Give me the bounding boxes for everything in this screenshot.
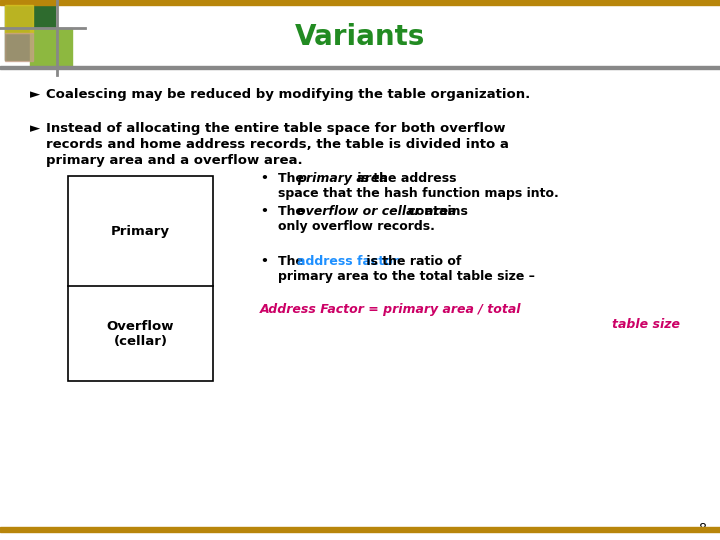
Text: is the address: is the address: [353, 172, 456, 185]
Text: only overflow records.: only overflow records.: [278, 220, 435, 233]
Bar: [5, 5, 55, 60]
Text: The: The: [278, 255, 308, 268]
Text: •: •: [260, 172, 268, 185]
Bar: [68, 176, 213, 381]
Bar: [0, 66, 720, 69]
Text: •: •: [260, 255, 268, 268]
Text: is the ratio of: is the ratio of: [362, 255, 462, 268]
Text: contains: contains: [405, 205, 468, 218]
Text: primary area to the total table size –: primary area to the total table size –: [278, 270, 535, 283]
Text: 8: 8: [698, 522, 706, 535]
Text: •: •: [260, 205, 268, 218]
Text: The: The: [278, 205, 308, 218]
Text: overflow or cellar area: overflow or cellar area: [297, 205, 456, 218]
Bar: [0, 527, 720, 532]
Text: primary area and a overflow area.: primary area and a overflow area.: [46, 154, 302, 167]
Text: space that the hash function maps into.: space that the hash function maps into.: [278, 187, 559, 200]
Text: primary area: primary area: [297, 172, 387, 185]
Text: records and home address records, the table is divided into a: records and home address records, the ta…: [46, 138, 509, 151]
Text: address factor: address factor: [297, 255, 399, 268]
Text: ►: ►: [30, 122, 40, 135]
Text: The: The: [278, 172, 308, 185]
Text: ►: ►: [30, 88, 40, 101]
Bar: [30, 28, 72, 68]
Text: Coalescing may be reduced by modifying the table organization.: Coalescing may be reduced by modifying t…: [46, 88, 530, 101]
Text: Variants: Variants: [294, 23, 426, 51]
Text: Instead of allocating the entire table space for both overflow: Instead of allocating the entire table s…: [46, 122, 505, 135]
Text: Overflow
(cellar): Overflow (cellar): [107, 320, 174, 348]
Text: table size: table size: [612, 318, 680, 331]
Text: Address Factor = primary area / total: Address Factor = primary area / total: [260, 303, 521, 316]
Bar: [0, 0, 720, 5]
Bar: [5, 5, 33, 33]
Text: Primary: Primary: [111, 225, 170, 238]
Bar: [5, 33, 33, 61]
